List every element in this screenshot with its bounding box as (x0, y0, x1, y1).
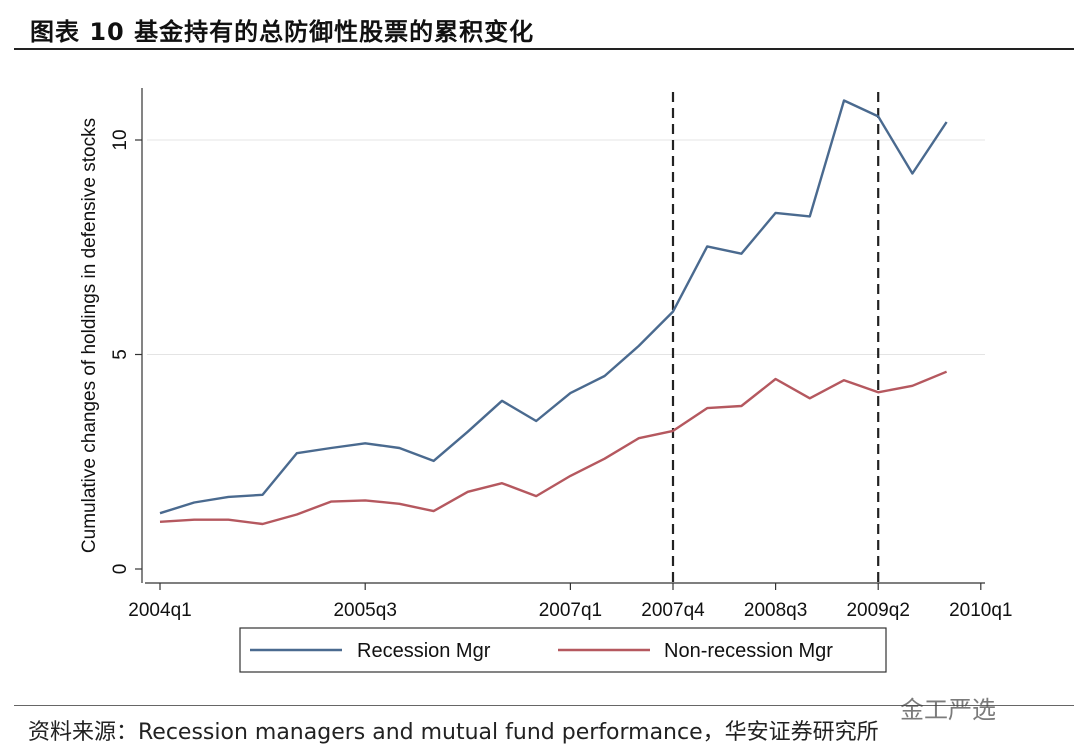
source-note: 资料来源：Recession managers and mutual fund … (28, 720, 879, 745)
x-tick-label: 2008q3 (744, 600, 807, 621)
x-tick-label: 2007q4 (641, 600, 705, 621)
reference-lines (671, 92, 880, 583)
axes: 0 5 10 Cumulative changes of holdings in de… (79, 88, 1013, 621)
title-rule (14, 48, 1074, 50)
grid-lines (147, 139, 985, 355)
series-line-non-recession (159, 370, 948, 526)
x-tick-label: 2004q1 (128, 600, 191, 621)
line-chart: 0 5 10 Cumulative changes of holdings in de… (79, 88, 1013, 673)
y-tick-label: 0 (110, 564, 131, 575)
x-tick-label: 2009q2 (846, 600, 909, 621)
bottom-rule (14, 705, 1074, 706)
y-axis-label: Cumulative changes of holdings in defens… (79, 118, 100, 553)
legend-label-recession: Recession Mgr (357, 640, 491, 662)
x-tick-label: 2010q1 (949, 600, 1012, 621)
x-tick-label: 2007q1 (539, 600, 602, 621)
series-line-recession (159, 99, 948, 515)
series-lines (159, 99, 948, 526)
watermark-text: 金工严选 (900, 696, 996, 724)
y-tick-label: 5 (110, 349, 131, 360)
figure-title: 图表 10 基金持有的总防御性股票的累积变化 (30, 18, 535, 46)
legend-label-non-recession: Non-recession Mgr (664, 640, 833, 662)
legend: Recession Mgr Non-recession Mgr (239, 627, 887, 673)
x-tick-label: 2005q3 (333, 600, 396, 621)
y-tick-label: 10 (110, 129, 131, 150)
